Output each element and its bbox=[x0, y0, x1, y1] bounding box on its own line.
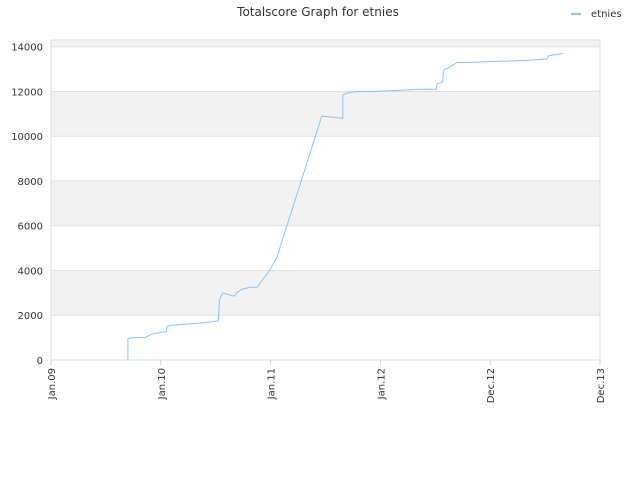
plot-border bbox=[50, 39, 601, 361]
line-series bbox=[127, 52, 564, 360]
y-tick-label: 8000 bbox=[18, 177, 43, 188]
x-tick-label: Jan.09 bbox=[47, 368, 58, 400]
x-tick-label: Jan.11 bbox=[267, 368, 278, 400]
plot-band bbox=[51, 40, 600, 47]
legend-label: etnies bbox=[591, 9, 622, 20]
x-tick-label: Dec.12 bbox=[486, 368, 497, 403]
chart-title: Totalscore Graph for etnies bbox=[236, 5, 399, 19]
y-tick-label: 4000 bbox=[18, 266, 43, 277]
x-tick-label: Jan.10 bbox=[157, 368, 168, 400]
y-tick-label: 0 bbox=[37, 356, 43, 367]
plot-band bbox=[51, 136, 600, 181]
plot-band bbox=[51, 180, 600, 226]
plot-band bbox=[51, 46, 600, 92]
plot-band bbox=[51, 270, 600, 316]
y-tick-label: 14000 bbox=[11, 43, 43, 54]
x-tick-label: Jan.12 bbox=[376, 368, 387, 400]
plot-band bbox=[51, 225, 600, 271]
y-tick-label: 6000 bbox=[18, 222, 43, 233]
plot-band bbox=[51, 91, 600, 137]
y-tick-label: 10000 bbox=[11, 132, 43, 143]
x-tick-label: Dec.13 bbox=[596, 368, 607, 403]
y-tick-label: 12000 bbox=[11, 87, 43, 98]
y-tick-label: 2000 bbox=[18, 311, 43, 322]
